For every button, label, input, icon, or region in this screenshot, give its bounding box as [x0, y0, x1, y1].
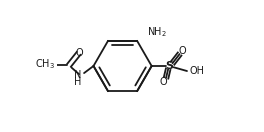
Text: O: O	[178, 46, 186, 56]
Text: N: N	[74, 70, 81, 80]
Text: S: S	[166, 61, 174, 71]
Text: H: H	[74, 77, 81, 87]
Text: NH$_2$: NH$_2$	[147, 25, 166, 39]
Text: CH$_3$: CH$_3$	[35, 58, 55, 71]
Text: O: O	[76, 48, 83, 58]
Text: O: O	[160, 77, 167, 87]
Text: OH: OH	[189, 67, 204, 77]
